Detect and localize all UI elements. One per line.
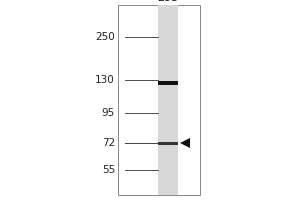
Polygon shape: [180, 138, 190, 148]
Text: 293: 293: [158, 0, 178, 3]
Text: 72: 72: [102, 138, 115, 148]
Text: 95: 95: [102, 108, 115, 118]
Bar: [158, 5, 178, 195]
Bar: [118, 5, 200, 195]
Text: 55: 55: [102, 165, 115, 175]
Text: 250: 250: [95, 32, 115, 42]
Bar: [158, 81, 178, 85]
Bar: [158, 142, 178, 144]
Text: 130: 130: [95, 75, 115, 85]
